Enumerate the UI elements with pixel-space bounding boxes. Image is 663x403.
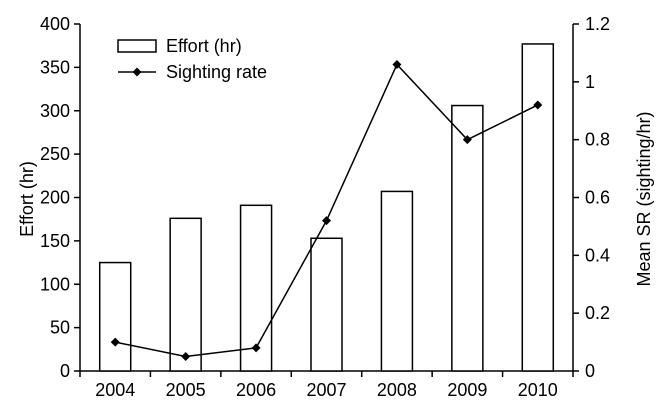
bar-effort [451,104,484,372]
axes: 0 50 100 150 200 250 300 350 400 0 0.2 0.4 0.6 0.8 1 1.… [40,14,610,400]
legend-effort-label: Effort (hr) [166,36,242,56]
y2-tick-label: 1 [585,72,595,92]
y2-tick-label: 0.8 [585,130,610,150]
y-tick-label: 400 [40,14,70,34]
y2-tick-label: 1.2 [585,14,610,34]
bar-effort [169,217,202,372]
y2-tick-label: 0.4 [585,245,610,265]
bars [98,43,555,372]
x-tick-label: 2004 [95,380,135,400]
sighting-rate-point [181,352,191,362]
y-tick-label: 350 [40,57,70,77]
sighting-rate-point [322,216,331,226]
bar-effort [310,237,343,372]
y-axis-title: Effort (hr) [17,161,37,237]
legend-sighting-label: Sighting rate [166,62,267,82]
legend-effort-swatch [117,39,157,53]
sighting-rate-point [462,135,472,145]
x-tick-label: 2008 [377,380,417,400]
y-tick-label: 100 [40,274,70,294]
y-tick-label: 300 [40,101,70,121]
bar-effort [98,261,132,372]
x-tick-label: 2005 [166,380,206,400]
y-tick-label: 0 [60,361,70,381]
y-tick-label: 250 [40,144,70,164]
bar-effort [380,190,414,372]
y2-tick-label: 0.6 [585,188,610,208]
sighting-rate-point [392,59,402,69]
x-tick-label: 2010 [518,380,558,400]
x-tick-label: 2007 [306,380,346,400]
y-tick-label: 50 [50,318,70,338]
x-tick-label: 2006 [236,380,276,400]
bar-effort [521,43,555,372]
sighting-rate-point [110,337,120,347]
sighting-rate-line [110,59,543,362]
sighting-rate-point [251,343,261,353]
y2-tick-label: 0 [585,361,595,381]
sighting-rate-point [533,100,543,110]
y-tick-label: 150 [40,231,70,251]
legend-sighting-marker [132,67,142,77]
y2-axis-title: Mean SR (sighting/hr) [634,111,654,286]
y2-tick-label: 0.2 [585,303,610,323]
y-tick-label: 200 [40,188,70,208]
x-tick-label: 2009 [447,380,487,400]
legend: Effort (hr) Sighting rate [117,36,267,82]
